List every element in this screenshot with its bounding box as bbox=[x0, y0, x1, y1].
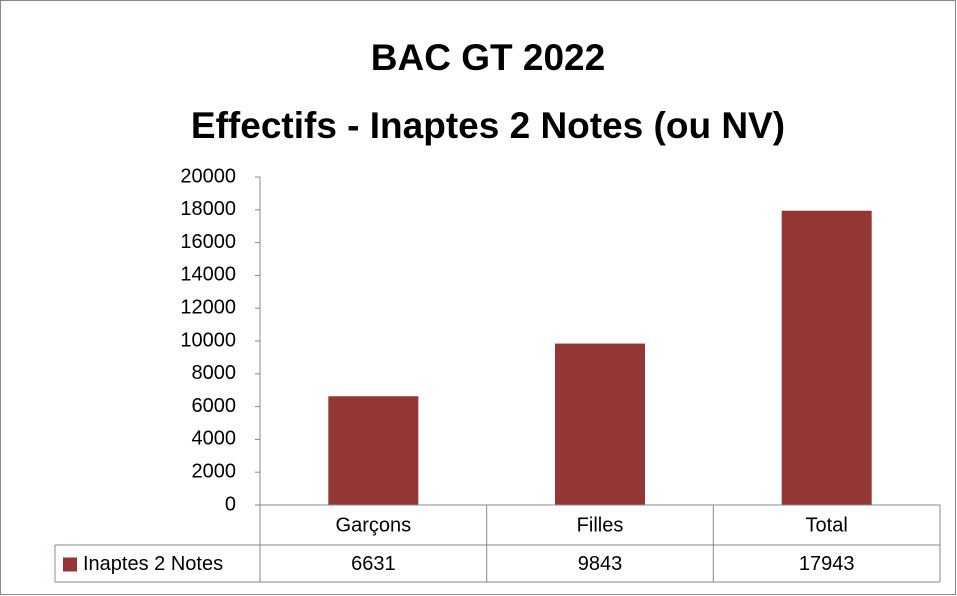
bar bbox=[555, 343, 645, 505]
bar bbox=[328, 396, 419, 505]
chart-subtitle: Effectifs - Inaptes 2 Notes (ou NV) bbox=[191, 105, 785, 146]
y-tick-label: 14000 bbox=[180, 264, 236, 286]
bar bbox=[781, 210, 872, 505]
y-tick-label: 18000 bbox=[180, 198, 236, 220]
y-tick-label: 6000 bbox=[192, 395, 237, 417]
y-tick-label: 2000 bbox=[192, 460, 237, 482]
y-tick-label: 4000 bbox=[192, 428, 237, 450]
x-tick-label: Filles bbox=[577, 514, 624, 536]
table-value: 6631 bbox=[351, 553, 396, 575]
table-value: 17943 bbox=[799, 553, 855, 575]
x-tick-label: Garçons bbox=[336, 514, 412, 536]
y-tick-label: 8000 bbox=[192, 362, 237, 384]
y-tick-label: 20000 bbox=[180, 165, 236, 187]
y-tick-label: 10000 bbox=[180, 329, 236, 351]
table-value: 9843 bbox=[578, 553, 623, 575]
legend-swatch bbox=[63, 557, 77, 572]
y-tick-label: 12000 bbox=[180, 296, 236, 318]
legend-label: Inaptes 2 Notes bbox=[83, 553, 223, 575]
x-tick-label: Total bbox=[806, 514, 848, 536]
chart-title: BAC GT 2022 bbox=[371, 37, 605, 78]
y-tick-label: 16000 bbox=[180, 231, 236, 253]
y-tick-label: 0 bbox=[225, 493, 236, 515]
